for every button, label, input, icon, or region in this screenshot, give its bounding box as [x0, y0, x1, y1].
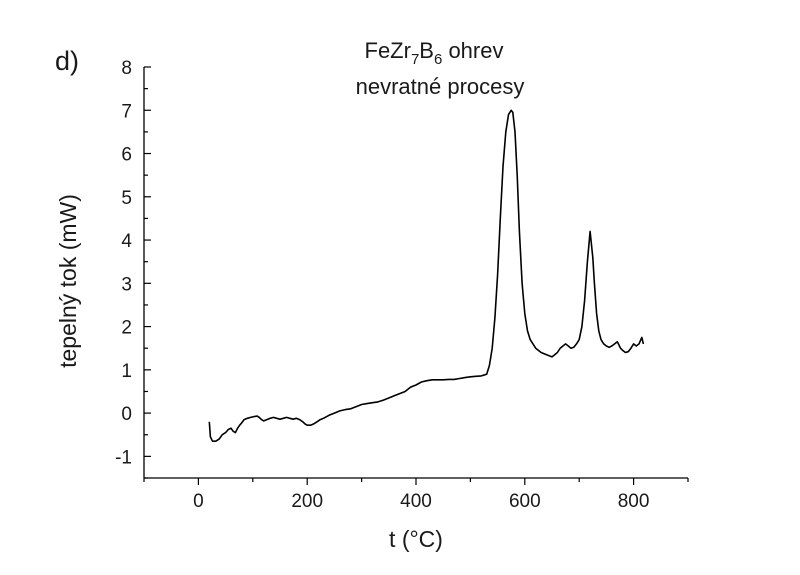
y-tick-label: 6 — [121, 145, 132, 166]
axes — [143, 67, 688, 479]
series-group — [208, 109, 645, 443]
y-tick-label: 7 — [121, 101, 132, 122]
chart-title-base: FeZr — [365, 38, 411, 63]
chart-subtitle: nevratné procesy — [356, 74, 525, 99]
y-tick-label: 0 — [121, 404, 132, 425]
y-axis-title: tepelný tok (mW) — [55, 194, 81, 368]
x-tick-label: 200 — [291, 491, 323, 512]
x-tick-label: 400 — [400, 491, 432, 512]
panel-label: d) — [55, 46, 79, 76]
x-tick-label: 800 — [618, 491, 650, 512]
chart-title-rest: ohrev — [442, 38, 503, 63]
y-tick-label: -1 — [115, 447, 132, 468]
y-tick-label: 5 — [121, 188, 132, 209]
chart-title-subscript-2: 6 — [434, 51, 442, 68]
ticks: 0 200 400 600 800 -1 0 1 2 3 4 5 6 7 8 — [115, 58, 689, 512]
series-line — [208, 109, 645, 443]
chart-title-mid: B — [419, 38, 434, 63]
x-tick-label: 0 — [193, 491, 204, 512]
x-tick-label: 600 — [509, 491, 541, 512]
x-axis-title: t (°C) — [389, 526, 443, 552]
chart-title-subscript-1: 7 — [411, 51, 419, 68]
y-tick-label: 4 — [121, 231, 132, 252]
y-tick-label: 8 — [121, 58, 132, 79]
chart-title: FeZr7B6 ohrev — [365, 38, 504, 68]
y-tick-label: 2 — [121, 318, 132, 339]
y-tick-label: 1 — [121, 361, 132, 382]
y-tick-label: 3 — [121, 274, 132, 295]
